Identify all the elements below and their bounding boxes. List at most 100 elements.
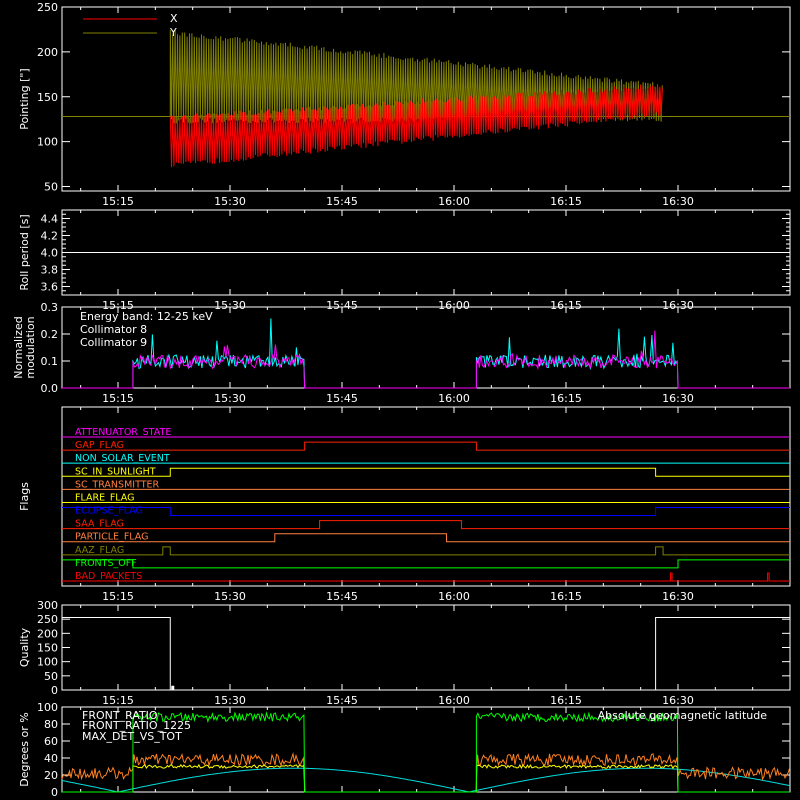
time-tick-label: 15:45 <box>326 392 358 405</box>
y-tick-label: 250 <box>37 1 58 14</box>
front-ratio-series-0 <box>62 763 790 793</box>
flag-particle-flag-label: PARTICLE_FLAG <box>75 532 148 543</box>
y-tick-label: 0.3 <box>41 301 59 314</box>
flag-sc-in-sunlight-label: SC_IN_SUNLIGHT <box>75 466 156 477</box>
y-tick-label: 250 <box>37 613 58 626</box>
y-tick-label: 300 <box>37 599 58 612</box>
geomag-latitude-line <box>61 767 791 793</box>
y-tick-label: 60 <box>44 735 58 748</box>
y-tick-label: 100 <box>37 656 58 669</box>
flag-aaz-flag-line <box>62 546 790 556</box>
y-axis-label: modulation <box>24 316 37 378</box>
time-tick-label: 15:30 <box>214 392 246 405</box>
time-tick-label: 15:30 <box>214 195 246 208</box>
flag-saa-flag-line <box>62 520 790 530</box>
time-tick-label: 16:15 <box>550 694 582 707</box>
flag-sc-transmitter-label: SC_TRANSMITTER <box>75 479 160 490</box>
time-tick-label: 16:00 <box>438 392 470 405</box>
time-tick-label: 16:30 <box>662 694 694 707</box>
y-tick-label: 100 <box>37 136 58 149</box>
y-tick-label: 4.4 <box>41 213 59 226</box>
flag-attenuator-state-label: ATTENUATOR_STATE <box>75 427 171 438</box>
time-tick-label: 15:15 <box>102 195 134 208</box>
time-tick-label: 15:45 <box>326 195 358 208</box>
y-tick-label: 200 <box>37 627 58 640</box>
front-ratio-series-1 <box>62 711 790 793</box>
modulation-legend-c9: Collimator 9 <box>80 336 147 349</box>
time-tick-label: 16:15 <box>550 590 582 603</box>
time-tick-label: 15:30 <box>214 299 246 312</box>
y-tick-label: 50 <box>44 181 58 194</box>
time-tick-label: 15:15 <box>102 590 134 603</box>
y-axis-label: Flags <box>18 482 31 511</box>
flag-fronts-off-label: FRONTS_OFF <box>75 558 137 569</box>
y-tick-label: 0.1 <box>41 355 59 368</box>
y-tick-label: 0.0 <box>41 382 59 395</box>
flag-fronts-off-line <box>62 559 790 569</box>
flag-flare-flag-label: FLARE_FLAG <box>75 492 135 503</box>
legend-label-x: X <box>170 12 178 25</box>
time-tick-label: 16:30 <box>662 299 694 312</box>
time-tick-label: 16:15 <box>550 299 582 312</box>
modulation-series-0 <box>62 318 790 389</box>
legend-max-det-vs-tot: MAX_DET_VS_TOT <box>82 730 182 743</box>
legend-geomag-latitude: Absolute geomagnetic latitude <box>598 709 768 722</box>
time-tick-label: 16:00 <box>438 195 470 208</box>
flag-non-solar-event-label: NON_SOLAR_EVENT <box>75 453 170 464</box>
y-tick-label: 20 <box>44 769 58 782</box>
time-tick-label: 15:15 <box>102 392 134 405</box>
flag-particle-flag-line <box>62 533 790 543</box>
panel-frame-0 <box>61 6 791 192</box>
time-tick-label: 15:30 <box>214 694 246 707</box>
y-tick-label: 200 <box>37 46 58 59</box>
flag-aaz-flag-label: AAZ_FLAG <box>75 545 124 556</box>
y-tick-label: 80 <box>44 718 58 731</box>
flag-eclipse-flag-line <box>62 507 790 517</box>
y-axis-label: Roll period [s] <box>18 214 31 290</box>
y-tick-label: 4.0 <box>41 247 59 260</box>
time-tick-label: 15:15 <box>102 299 134 312</box>
flag-saa-flag-label: SAA_FLAG <box>75 519 124 530</box>
legend-label-y: Y <box>169 26 177 39</box>
modulation-energy-band: Energy band: 12-25 keV <box>80 310 213 323</box>
y-axis-label: Degrees or % <box>18 712 31 786</box>
flag-gap-flag-label: GAP_FLAG <box>75 440 124 451</box>
flag-eclipse-flag-label: ECLIPSE_FLAG <box>75 506 143 517</box>
y-tick-label: 0.2 <box>41 328 59 341</box>
time-tick-label: 16:15 <box>550 195 582 208</box>
time-tick-label: 16:00 <box>438 299 470 312</box>
y-tick-label: 3.6 <box>41 281 59 294</box>
y-axis-label: Normalized <box>12 316 25 378</box>
time-tick-label: 16:00 <box>438 694 470 707</box>
flag-gap-flag-line <box>62 441 790 451</box>
y-tick-label: 150 <box>37 642 58 655</box>
y-tick-label: 0 <box>51 684 58 697</box>
y-tick-label: 50 <box>44 670 58 683</box>
pointing-series-x <box>169 83 663 168</box>
quality-spike <box>171 685 175 690</box>
panel-frame-3 <box>61 406 791 587</box>
y-tick-label: 4.2 <box>41 230 59 243</box>
y-tick-label: 100 <box>37 701 58 714</box>
modulation-legend-c8: Collimator 8 <box>80 323 147 336</box>
max-det-vs-tot-line <box>61 751 790 793</box>
modulation-series-1 <box>62 330 790 389</box>
y-axis-label: Quality <box>18 627 31 667</box>
time-tick-label: 16:15 <box>550 392 582 405</box>
y-tick-label: 150 <box>37 91 58 104</box>
y-tick-label: 40 <box>44 752 58 765</box>
time-tick-label: 16:30 <box>662 195 694 208</box>
time-tick-label: 15:15 <box>102 694 134 707</box>
legend-front-ratio-1225: FRONT_RATIO_1225 <box>82 719 191 732</box>
time-tick-label: 15:45 <box>326 590 358 603</box>
time-tick-label: 16:30 <box>662 590 694 603</box>
time-tick-label: 15:30 <box>214 590 246 603</box>
time-tick-label: 16:30 <box>662 392 694 405</box>
flag-bad-packets-line <box>62 572 790 582</box>
flag-bad-packets-label: BAD_PACKETS <box>75 571 142 582</box>
y-tick-label: 3.8 <box>41 264 59 277</box>
flag-sc-in-sunlight-line <box>62 467 790 477</box>
time-tick-label: 15:45 <box>326 299 358 312</box>
time-tick-label: 15:45 <box>326 694 358 707</box>
